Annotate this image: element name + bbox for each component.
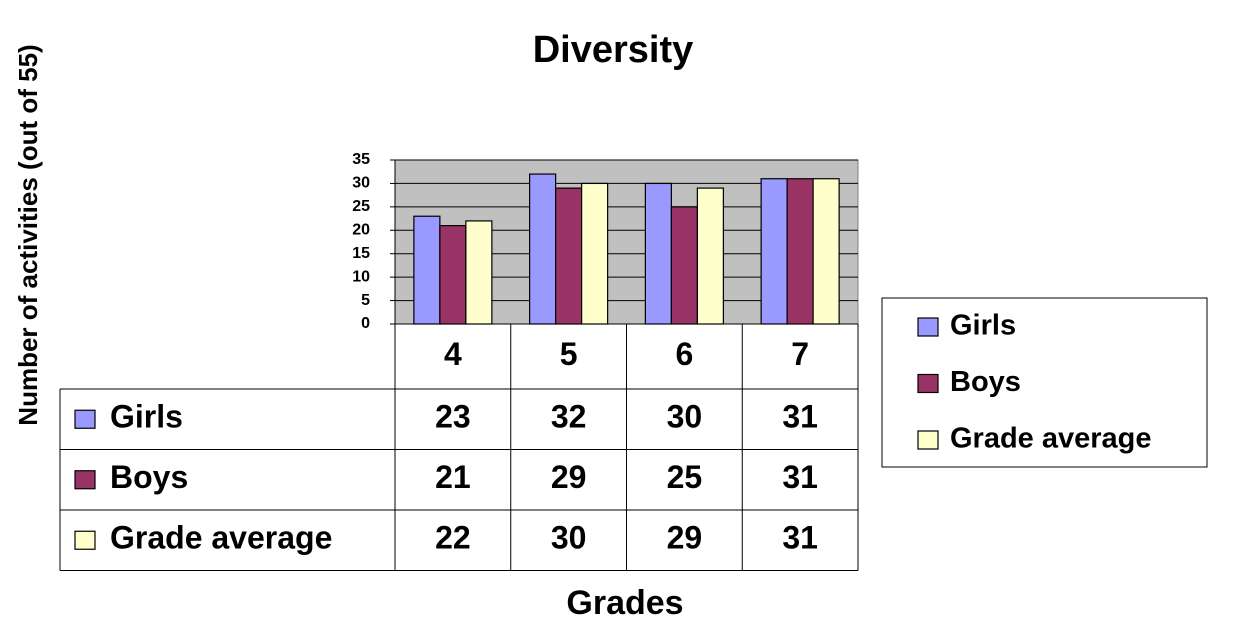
- bar: [760, 178, 788, 325]
- chart-title: Diversity: [533, 29, 694, 71]
- bar: [413, 215, 441, 325]
- bar: [581, 182, 609, 325]
- bar: [670, 206, 698, 325]
- table-value: 31: [782, 459, 818, 495]
- bar: [555, 187, 583, 325]
- x-axis-label: Grades: [566, 584, 683, 622]
- table-row-label: Boys: [110, 459, 188, 495]
- table-value: 32: [551, 399, 587, 435]
- legend-swatch: [917, 430, 939, 450]
- table-swatch: [74, 530, 96, 550]
- legend-label: Grade average: [950, 423, 1152, 455]
- y-tick-label: 15: [352, 245, 370, 262]
- table-value: 21: [435, 459, 471, 495]
- table-value: 23: [435, 399, 471, 435]
- x-tick-label: 7: [791, 336, 809, 372]
- table-value: 30: [667, 399, 703, 435]
- bar: [644, 182, 672, 325]
- bar: [439, 225, 467, 325]
- y-tick-label: 0: [361, 315, 370, 332]
- table-value: 22: [435, 520, 471, 556]
- bar: [812, 178, 840, 325]
- table-value: 31: [782, 520, 818, 556]
- table-row-label: Girls: [110, 399, 183, 435]
- legend-label: Boys: [950, 366, 1021, 398]
- y-tick-label: 35: [352, 151, 370, 168]
- y-tick-label: 10: [352, 268, 370, 285]
- legend-swatch: [917, 373, 939, 394]
- table-value: 29: [551, 459, 587, 495]
- table-row-label: Grade average: [110, 520, 332, 556]
- legend-swatch: [917, 317, 939, 337]
- bar: [786, 178, 814, 325]
- bar: [529, 173, 557, 325]
- y-tick-label: 20: [352, 222, 370, 239]
- table-swatch: [74, 409, 96, 429]
- y-axis-label: Number of activities (out of 55): [13, 44, 43, 425]
- table-value: 29: [667, 520, 703, 556]
- y-tick-label: 30: [352, 175, 370, 192]
- table-value: 30: [551, 520, 587, 556]
- bar: [696, 187, 724, 325]
- y-tick-label: 25: [352, 198, 370, 215]
- x-tick-label: 4: [444, 336, 462, 372]
- table-value: 25: [667, 459, 703, 495]
- y-tick-label: 5: [361, 292, 370, 309]
- x-tick-label: 5: [560, 336, 578, 372]
- x-tick-label: 6: [675, 336, 693, 372]
- legend-label: Girls: [950, 310, 1016, 342]
- table-value: 31: [782, 399, 818, 435]
- table-swatch: [74, 470, 96, 490]
- bar: [465, 220, 493, 325]
